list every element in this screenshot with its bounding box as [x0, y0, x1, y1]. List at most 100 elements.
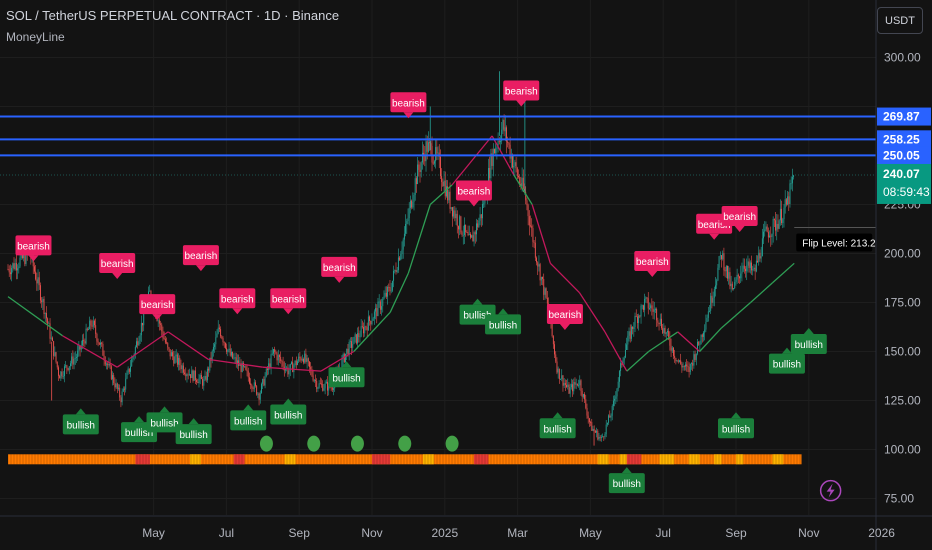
candle-body — [716, 280, 718, 286]
candle-body — [753, 267, 755, 270]
candle-body — [161, 324, 163, 332]
candle-body — [85, 328, 87, 344]
candle-body — [735, 279, 737, 282]
candle-body — [218, 327, 220, 330]
signal-text: bullish — [463, 311, 491, 322]
candle-body — [96, 333, 98, 342]
candle-body — [23, 253, 25, 259]
time-tick-label: Mar — [507, 526, 528, 540]
candle-body — [573, 382, 575, 392]
candle-body — [542, 277, 543, 279]
time-tick-label: May — [142, 526, 165, 540]
candle-body — [518, 175, 519, 178]
signal-text: bearish — [323, 263, 356, 274]
candle-body — [86, 328, 88, 330]
candle-body — [697, 341, 698, 354]
price-axis[interactable]: 300.00225.00200.00175.00150.00125.00100.… — [876, 0, 932, 550]
level-price-text: 258.25 — [883, 132, 920, 146]
candle-body — [176, 354, 178, 365]
candle-body — [519, 177, 521, 184]
signal-box — [62, 414, 99, 435]
candle-body — [742, 265, 744, 272]
candle-body — [639, 315, 641, 317]
candle-body — [164, 339, 166, 343]
candle-body — [191, 370, 193, 379]
candle-body — [590, 421, 592, 423]
candle-body — [174, 356, 176, 364]
signal-pointer — [472, 298, 483, 305]
candle-body — [68, 366, 70, 371]
candle-body — [450, 207, 452, 209]
trail-segment — [262, 366, 322, 372]
signal-pointer — [781, 347, 792, 354]
candle-body — [658, 322, 660, 325]
candle-body — [138, 340, 140, 346]
candle-body — [223, 342, 225, 343]
candle-body — [352, 344, 354, 348]
candle-body — [761, 238, 763, 257]
bullish-label: bullish — [608, 467, 645, 494]
candle-body — [693, 354, 695, 366]
candle-body — [456, 213, 458, 227]
candle-body — [781, 208, 783, 224]
candle-body — [241, 362, 243, 372]
signal-box — [182, 245, 219, 266]
candle-body — [675, 357, 677, 362]
flip-level-box — [796, 233, 873, 252]
candle-body — [570, 384, 572, 388]
candle-body — [74, 357, 76, 359]
candle-body — [417, 164, 419, 185]
candle-body — [239, 363, 241, 366]
signal-text: bearish — [505, 87, 538, 98]
candle-body — [528, 216, 530, 226]
candle-body — [710, 295, 712, 311]
candle-body — [251, 384, 253, 389]
trailing-line-layer — [7, 135, 795, 372]
candle-body — [749, 262, 751, 268]
candle-body — [328, 382, 330, 391]
candle-body — [638, 315, 640, 323]
candle-body — [282, 361, 284, 367]
candle-body — [599, 436, 601, 438]
candle-body — [205, 376, 207, 381]
candle-body — [551, 322, 553, 337]
signal-pointer — [134, 416, 145, 423]
candle-body — [425, 141, 427, 162]
candle-body — [43, 299, 45, 315]
currency-button[interactable]: USDT — [877, 7, 923, 34]
candle-body — [297, 361, 298, 365]
trail-segment — [167, 331, 209, 360]
indicator-name[interactable]: MoneyLine — [6, 30, 65, 44]
candle-body — [581, 390, 583, 397]
candle-body — [618, 371, 620, 382]
candle-body — [620, 363, 622, 372]
candle-body — [719, 255, 721, 257]
signal-dot — [398, 435, 412, 452]
candle-body — [341, 359, 343, 371]
candle-body — [378, 301, 380, 303]
trail-segment — [677, 331, 701, 352]
candle-body — [632, 326, 634, 330]
candle-body — [479, 214, 481, 221]
candle-body — [656, 309, 658, 321]
candle-body — [179, 357, 181, 366]
candle-body — [671, 347, 673, 351]
candle-body — [539, 264, 541, 281]
candle-body — [254, 382, 256, 386]
candle-body — [92, 320, 94, 327]
candle-body — [723, 253, 725, 271]
candle-body — [287, 367, 289, 375]
candle-body — [240, 363, 242, 372]
signal-dot — [445, 435, 459, 452]
candle-body — [447, 186, 449, 201]
candle-body — [659, 318, 661, 325]
candle-body — [689, 363, 691, 373]
candle-body — [121, 391, 123, 403]
candle-body — [375, 308, 377, 312]
candle-body — [477, 223, 479, 228]
strip-yellow-segment — [422, 454, 434, 465]
candle-body — [533, 241, 535, 243]
candle-body — [198, 378, 200, 384]
